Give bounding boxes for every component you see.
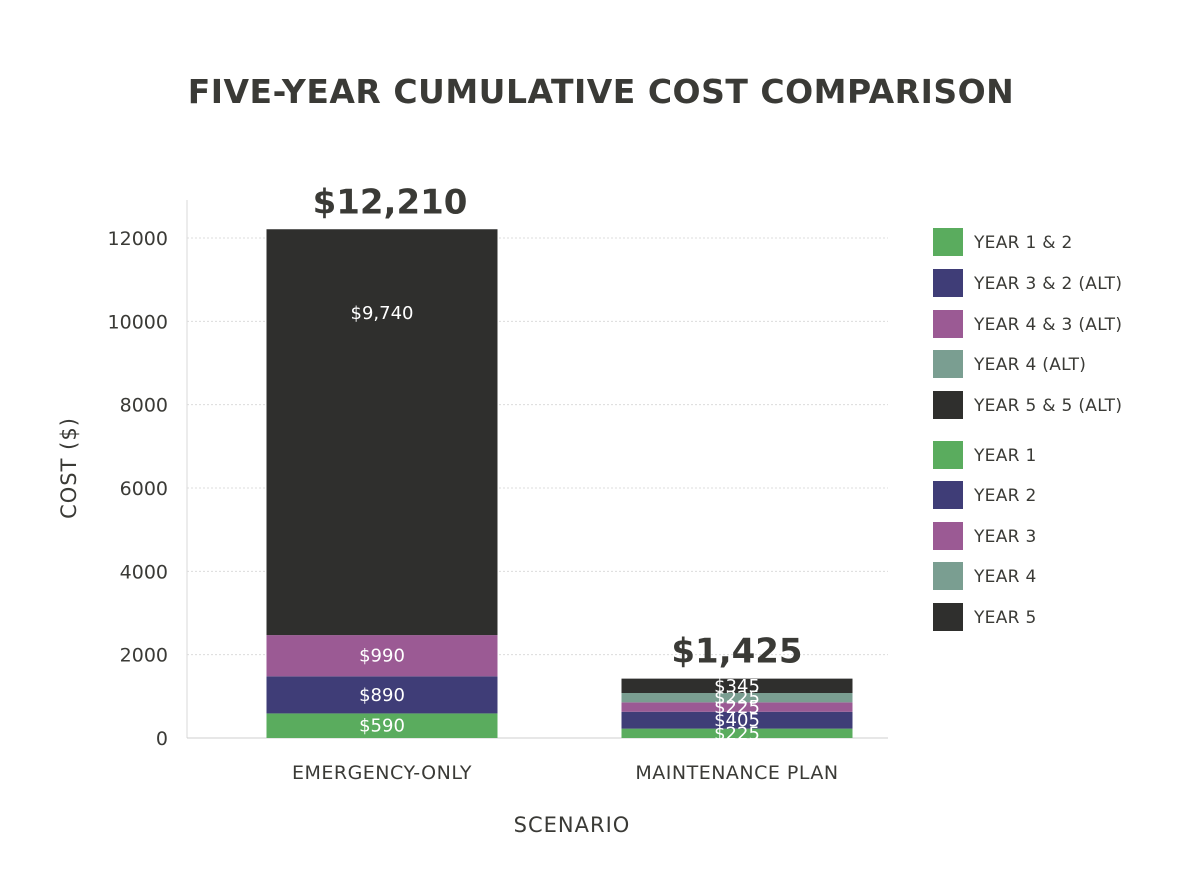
legend-label: YEAR 3 & 2 (ALT) — [973, 274, 1122, 294]
segment-label: $405 — [714, 710, 760, 731]
legend-swatch — [933, 269, 963, 297]
bar-segment — [621, 702, 853, 712]
bar-segment — [621, 728, 853, 738]
y-tick-label: 10000 — [108, 311, 168, 333]
legend-item: YEAR 1 & 2 — [933, 228, 1073, 256]
bar-segment — [621, 678, 853, 693]
x-axis-label: SCENARIO — [514, 813, 631, 837]
legend-label: YEAR 1 & 2 — [973, 233, 1073, 253]
bars-layer: $590$890$990$9,740EMERGENCY-ONLY$12,210$… — [266, 182, 853, 784]
legend-swatch — [933, 310, 963, 338]
bar-segment — [621, 711, 853, 729]
bar-segment — [266, 676, 498, 714]
chart-title: FIVE-YEAR CUMULATIVE COST COMPARISON — [188, 72, 1015, 111]
segment-label: $345 — [714, 676, 760, 697]
legend-swatch — [933, 350, 963, 378]
total-label: $1,425 — [671, 632, 802, 672]
y-tick-label: 4000 — [120, 561, 168, 583]
y-ticks: 0 2000 4000 6000 8000 10000 12000 — [108, 228, 168, 750]
bar-stack: $590 $890 $990 $9,740 EMERGENCY-ONLY $12,210 — [266, 182, 498, 784]
legend-item: YEAR 1 — [933, 441, 1037, 469]
legend-swatch — [933, 228, 963, 256]
legend-swatch — [933, 391, 963, 419]
segment-label: $990 — [359, 646, 405, 667]
segment-label: $225 — [714, 723, 760, 744]
legend-item: YEAR 4 — [933, 562, 1037, 590]
legend-label: YEAR 2 — [973, 486, 1037, 506]
legend-swatch — [933, 603, 963, 631]
segment-label: $9,740 — [351, 303, 414, 324]
legend-item: YEAR 3 — [933, 522, 1037, 550]
bar-segment — [266, 229, 498, 636]
y-axis-label: COST ($) — [57, 417, 81, 519]
category-label: EMERGENCY-ONLY — [292, 762, 472, 784]
legend-swatch — [933, 481, 963, 509]
bar-segment — [621, 693, 853, 703]
legend-item: YEAR 4 (ALT) — [933, 350, 1086, 378]
legend-item: YEAR 2 — [933, 481, 1037, 509]
legend-item: YEAR 5 & 5 (ALT) — [933, 391, 1122, 419]
legend: YEAR 1 & 2 YEAR 3 & 2 (ALT) YEAR 4 & 3 (AL… — [933, 228, 1122, 631]
legend-label: YEAR 4 (ALT) — [973, 355, 1086, 375]
y-tick-label: 8000 — [120, 395, 168, 417]
y-tick-label: 12000 — [108, 228, 168, 250]
segment-label: $890 — [359, 685, 405, 706]
segment-label: $590 — [359, 716, 405, 737]
legend-label: YEAR 3 — [973, 527, 1037, 547]
y-tick-label: 6000 — [120, 478, 168, 500]
legend-swatch — [933, 562, 963, 590]
legend-label: YEAR 4 — [973, 567, 1037, 587]
segment-label: $225 — [714, 688, 760, 709]
total-label: $12,210 — [313, 182, 468, 222]
legend-item: YEAR 3 & 2 (ALT) — [933, 269, 1122, 297]
legend-label: YEAR 5 — [973, 608, 1037, 628]
bar-segment — [266, 713, 498, 738]
segment-label: $225 — [714, 697, 760, 718]
legend-label: YEAR 4 & 3 (ALT) — [973, 315, 1122, 335]
legend-item: YEAR 4 & 3 (ALT) — [933, 310, 1122, 338]
category-label: MAINTENANCE PLAN — [635, 762, 838, 784]
legend-label: YEAR 1 — [973, 446, 1037, 466]
legend-swatch — [933, 522, 963, 550]
legend-item: YEAR 5 — [933, 603, 1037, 631]
bar-segment — [266, 635, 498, 677]
legend-label: YEAR 5 & 5 (ALT) — [973, 396, 1122, 416]
legend-swatch — [933, 441, 963, 469]
y-tick-label: 0 — [156, 728, 168, 750]
y-tick-label: 2000 — [120, 645, 168, 667]
